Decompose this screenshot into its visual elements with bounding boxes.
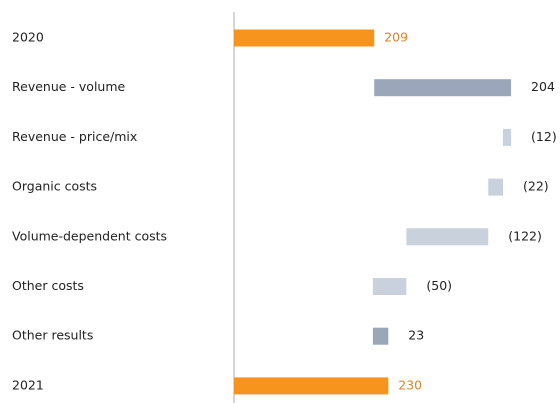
bar — [503, 128, 512, 146]
category-label: Volume-dependent costs — [12, 228, 167, 243]
bar — [372, 278, 407, 295]
value-label: 23 — [408, 328, 424, 343]
category-label: 2021 — [12, 377, 44, 392]
bar — [374, 79, 512, 97]
bar — [234, 29, 375, 47]
bar — [234, 377, 389, 395]
category-label: Other costs — [12, 278, 84, 293]
value-label: 209 — [384, 30, 408, 45]
bar — [488, 178, 504, 196]
category-label: 2020 — [12, 30, 44, 45]
bar — [372, 327, 389, 345]
value-label: (22) — [523, 179, 549, 194]
category-label: Organic costs — [12, 179, 97, 194]
bar — [406, 228, 489, 246]
value-label: 230 — [398, 377, 422, 392]
value-label: (50) — [426, 278, 452, 293]
value-label: 204 — [531, 79, 555, 94]
value-label: (12) — [531, 129, 557, 144]
category-label: Other results — [12, 328, 93, 343]
category-label: Revenue - volume — [12, 79, 126, 94]
category-label: Revenue - price/mix — [12, 129, 137, 144]
value-label: (122) — [508, 228, 542, 243]
